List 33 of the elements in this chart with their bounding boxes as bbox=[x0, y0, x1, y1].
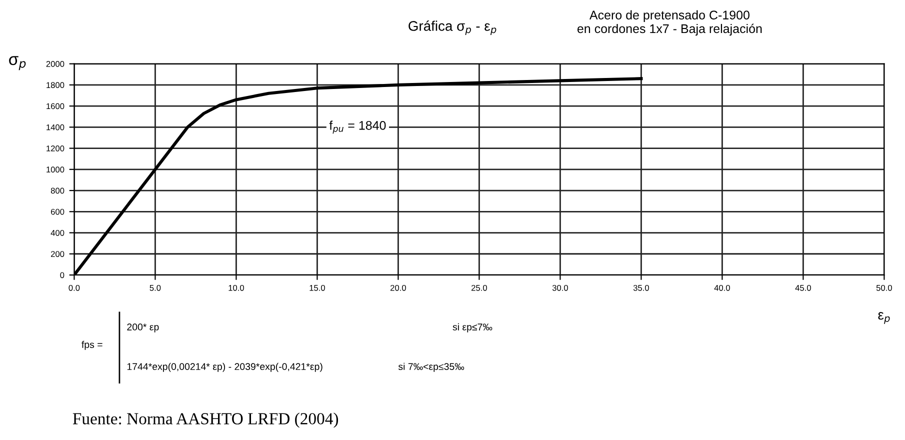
text: si εp≤7‰ bbox=[452, 323, 492, 332]
y-tick-label: 2000 bbox=[46, 61, 64, 67]
text: 200* εp bbox=[127, 324, 159, 332]
x-tick-label: 45.0 bbox=[795, 284, 811, 291]
x-axis-title: ε$_{p}$ bbox=[878, 312, 890, 324]
y-axis-title: σ$_{p}$ bbox=[9, 56, 26, 70]
chart-subtitle: Acero de pretensado C-1900 en cordones 1x7 - Baja relajación bbox=[577, 10, 762, 36]
chart-title: Gráfica σ$_{p}$ - ε$_{p}$ bbox=[408, 20, 496, 36]
y-tick-label: 1400 bbox=[46, 124, 64, 130]
annotation: f$_{pu}$ = 1840 bbox=[329, 120, 386, 134]
y-tick-label: 1600 bbox=[46, 103, 64, 110]
text: si 7‰<εp≤35‰ bbox=[398, 362, 464, 372]
x-tick-label: 20.0 bbox=[390, 284, 406, 291]
x-tick-label: 50.0 bbox=[876, 284, 892, 291]
y-tick-label: 0 bbox=[60, 272, 64, 278]
y-tick-label: 1800 bbox=[46, 82, 64, 88]
y-tick-label: 200 bbox=[51, 251, 64, 257]
x-tick-label: 25.0 bbox=[472, 284, 487, 291]
y-tick-label: 600 bbox=[51, 208, 64, 215]
source-note: Fuente: Norma AASHTO LRFD (2004) bbox=[72, 412, 338, 428]
x-tick-label: 35.0 bbox=[633, 284, 649, 291]
x-tick-label: 40.0 bbox=[714, 284, 730, 291]
x-tick-label: 0.0 bbox=[68, 284, 80, 291]
x-tick-label: 5.0 bbox=[150, 284, 161, 291]
y-tick-label: 400 bbox=[50, 230, 64, 236]
x-tick-label: 30.0 bbox=[552, 284, 568, 291]
text: fps = bbox=[82, 340, 102, 350]
y-tick-label: 1200 bbox=[46, 145, 64, 152]
y-tick-label: 1000 bbox=[46, 166, 64, 172]
text: 1744*exp(0,00214* εp) - 2039*exp(-0,421*εp) bbox=[127, 362, 322, 372]
y-tick-label: 800 bbox=[50, 188, 64, 194]
x-tick-label: 10.0 bbox=[228, 284, 244, 291]
x-tick-label: 15.0 bbox=[310, 284, 325, 291]
